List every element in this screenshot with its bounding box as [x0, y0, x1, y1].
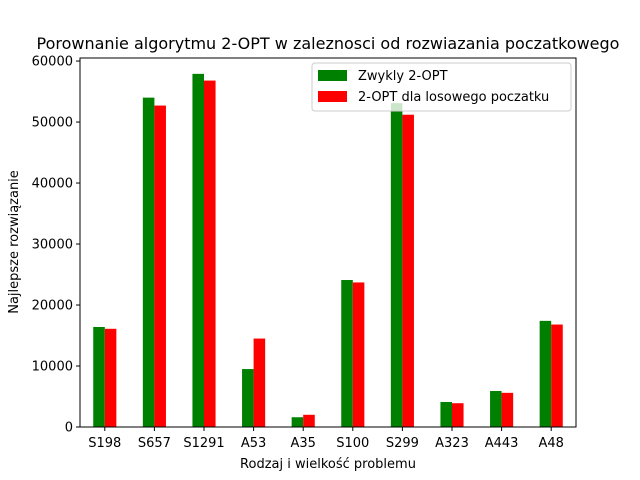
bar-a53-series-0 [242, 369, 254, 427]
y-tick-label-0: 0 [65, 421, 73, 436]
bar-a323-series-0 [440, 401, 452, 427]
chart-title: Porownanie algorytmu 2-OPT w zaleznosci … [37, 34, 620, 53]
y-tick-label-20000: 20000 [32, 299, 73, 314]
bar-a48-series-1 [551, 324, 563, 427]
bar-s198-series-1 [104, 328, 117, 427]
bar-a323-series-1 [452, 403, 464, 427]
y-tick-label-50000: 50000 [32, 116, 73, 131]
bar-a443-series-1 [501, 392, 514, 427]
bar-s299-series-1 [402, 114, 414, 427]
legend-box [311, 62, 572, 112]
y-tick-label-10000: 10000 [32, 360, 73, 375]
y-tick-label-30000: 30000 [32, 238, 73, 253]
x-axis: S198 S657 S1291 A53 A35 S100 S299 A323 A443 A48 [88, 427, 564, 451]
x-axis-label: Rodzaj i wielkość problemu [240, 457, 416, 472]
x-tick-label-a443: A443 [485, 436, 519, 451]
y-tick-label-40000: 40000 [32, 177, 73, 192]
y-axis-label: Najlepsze rozwiązanie [7, 170, 22, 314]
x-tick-label-s1291: S1291 [183, 436, 224, 451]
bar-s100-series-0 [341, 280, 353, 427]
legend-swatch-zwykly [318, 70, 347, 81]
bar-s657-series-0 [142, 97, 155, 427]
x-tick-label-s198: S198 [88, 436, 121, 451]
bar-a53-series-1 [253, 338, 266, 427]
bar-s1291-series-0 [192, 73, 204, 428]
bar-a48-series-0 [539, 320, 552, 427]
x-tick-label-a323: A323 [435, 436, 469, 451]
legend-swatch-losowy [318, 91, 347, 102]
x-tick-label-a48: A48 [538, 436, 563, 451]
bar-a443-series-0 [490, 391, 502, 427]
bars-layer [93, 73, 563, 428]
bar-a35-series-1 [303, 414, 315, 427]
bar-s198-series-0 [93, 326, 105, 427]
bar-s100-series-1 [352, 282, 365, 427]
legend-label-losowy: 2-OPT dla losowego poczatku [358, 90, 549, 105]
x-tick-label-a53: A53 [241, 436, 266, 451]
bar-s299-series-0 [390, 103, 403, 427]
bar-s1291-series-1 [204, 80, 216, 427]
x-tick-label-s657: S657 [138, 436, 171, 451]
y-axis: 0 10000 20000 30000 40000 50000 60000 [32, 55, 80, 436]
x-tick-label-s299: S299 [386, 436, 419, 451]
bar-a35-series-0 [291, 417, 304, 427]
x-tick-label-s100: S100 [336, 436, 369, 451]
plot-frame [79, 57, 577, 428]
y-tick-label-60000: 60000 [32, 55, 73, 70]
bar-s657-series-1 [154, 105, 166, 427]
legend-label-zwykly: Zwykly 2-OPT [358, 69, 448, 84]
legend: Zwykly 2-OPT 2-OPT dla losowego poczatku [311, 62, 572, 112]
x-tick-label-a35: A35 [290, 436, 315, 451]
